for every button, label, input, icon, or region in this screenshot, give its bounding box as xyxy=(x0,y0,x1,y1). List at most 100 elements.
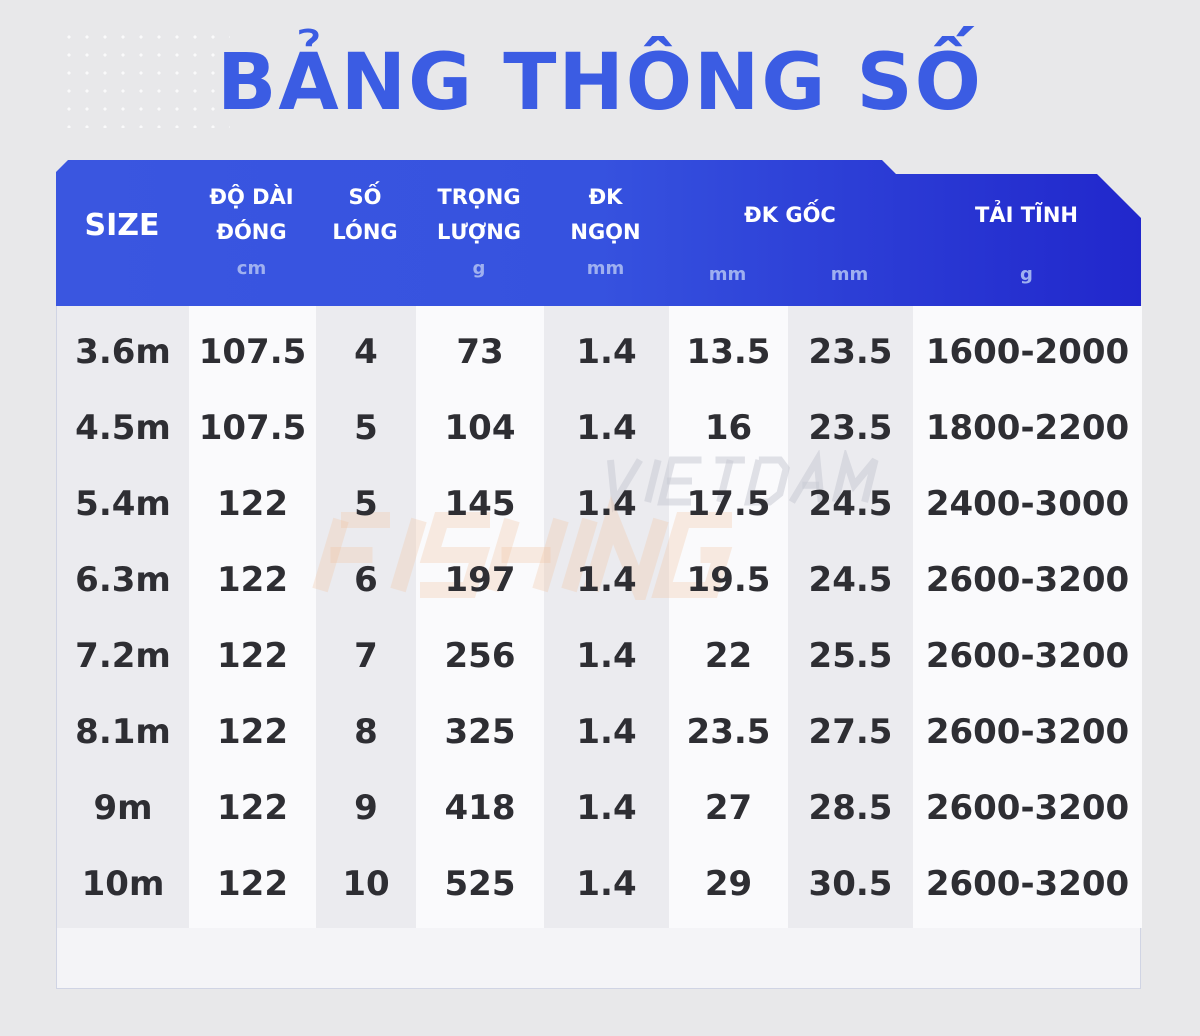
table-cell: 1.4 xyxy=(576,332,637,372)
table-cell: 10m xyxy=(81,864,165,904)
table-cell: 1.4 xyxy=(576,560,637,600)
table-cell: 122 xyxy=(217,864,288,904)
header-unit: g xyxy=(1020,264,1033,285)
table-cell: 25.5 xyxy=(808,636,893,676)
table-cell: 5 xyxy=(354,408,378,448)
table-cell: 17.5 xyxy=(686,484,771,524)
table-cell: 1.4 xyxy=(576,712,637,752)
header-label: ĐK GỐC xyxy=(744,203,836,227)
header-sections: SỐ LÓNG xyxy=(315,160,415,306)
table-cell: 23.5 xyxy=(686,712,771,752)
column-butt-diameter-2: 23.5 23.5 24.5 24.5 25.5 27.5 28.5 30.5 xyxy=(788,306,913,928)
table-cell: 13.5 xyxy=(686,332,771,372)
header-unit: mm xyxy=(830,264,869,285)
table-cell: 27.5 xyxy=(808,712,893,752)
table-cell: 107.5 xyxy=(198,408,307,448)
table-cell: 24.5 xyxy=(808,560,893,600)
header-label: SIZE xyxy=(84,208,160,243)
header-label: NGỌN xyxy=(570,220,641,244)
header-label: TẢI TĨNH xyxy=(975,203,1078,227)
header-label: SỐ xyxy=(348,185,382,209)
table-cell: 7.2m xyxy=(75,636,171,676)
table-cell: 5.4m xyxy=(75,484,171,524)
table-cell: 325 xyxy=(444,712,516,752)
table-body: 3.6m 4.5m 5.4m 6.3m 7.2m 8.1m 9m 10m 107.5 107.5 1… xyxy=(56,306,1142,989)
table-cell: 28.5 xyxy=(808,788,893,828)
header-label: ĐÓNG xyxy=(216,220,287,244)
header-unit: g xyxy=(472,258,486,279)
header-weight: TRỌNG LƯỢNG g xyxy=(415,160,543,306)
header-unit: mm xyxy=(586,258,625,279)
column-size: 3.6m 4.5m 5.4m 6.3m 7.2m 8.1m 9m 10m xyxy=(57,306,189,928)
table-cell: 1.4 xyxy=(576,788,637,828)
table-cell: 8.1m xyxy=(75,712,171,752)
header-unit: mm xyxy=(708,264,747,285)
table-cell: 197 xyxy=(444,560,516,600)
header-label: LÓNG xyxy=(332,220,398,244)
decorative-dot-grid xyxy=(60,28,230,128)
table-cell: 104 xyxy=(444,408,516,448)
header-label: LƯỢNG xyxy=(436,220,522,244)
table-cell: 1.4 xyxy=(576,864,637,904)
table-cell: 145 xyxy=(444,484,516,524)
header-label: ĐK xyxy=(588,185,623,209)
table-cell: 6 xyxy=(354,560,378,600)
header-unit: cm xyxy=(236,258,267,279)
table-cell: 3.6m xyxy=(75,332,171,372)
table-cell: 1.4 xyxy=(576,636,637,676)
table-cell: 2600-3200 xyxy=(925,560,1130,600)
header-butt-diameter: ĐK GỐC mm mm xyxy=(668,160,912,306)
table-cell: 122 xyxy=(217,484,288,524)
table-cell: 9m xyxy=(93,788,153,828)
table-cell: 4.5m xyxy=(75,408,171,448)
table-cell: 24.5 xyxy=(808,484,893,524)
table-cell: 30.5 xyxy=(808,864,893,904)
table-cell: 19.5 xyxy=(686,560,771,600)
table-cell: 1.4 xyxy=(576,408,637,448)
table-cell: 9 xyxy=(354,788,378,828)
table-cell: 2400-3000 xyxy=(925,484,1130,524)
column-sections: 4 5 5 6 7 8 9 10 xyxy=(316,306,416,928)
header-label: ĐỘ DÀI xyxy=(209,185,294,209)
table-cell: 8 xyxy=(354,712,378,752)
table-cell: 22 xyxy=(704,636,753,676)
table-cell: 1.4 xyxy=(576,484,637,524)
table-cell: 1600-2000 xyxy=(925,332,1130,372)
header-size: SIZE xyxy=(56,160,188,306)
column-tip-diameter: 1.4 1.4 1.4 1.4 1.4 1.4 1.4 1.4 xyxy=(544,306,669,928)
table-header: SIZE ĐỘ DÀI ĐÓNG cm SỐ LÓNG TRỌNG LƯỢNG … xyxy=(56,160,1141,306)
table-cell: 107.5 xyxy=(198,332,307,372)
table-cell: 2600-3200 xyxy=(925,788,1130,828)
table-cell: 2600-3200 xyxy=(925,712,1130,752)
table-cell: 256 xyxy=(444,636,516,676)
header-tip-diameter: ĐK NGỌN mm xyxy=(543,160,668,306)
column-weight: 73 104 145 197 256 325 418 525 xyxy=(416,306,544,928)
table-cell: 2600-3200 xyxy=(925,864,1130,904)
column-static-load: 1600-2000 1800-2200 2400-3000 2600-3200 2600… xyxy=(913,306,1142,928)
page-title: BẢNG THÔNG SỐ xyxy=(216,38,983,128)
table-cell: 29 xyxy=(704,864,753,904)
table-cell: 73 xyxy=(456,332,504,372)
table-cell: 27 xyxy=(704,788,753,828)
table-cell: 2600-3200 xyxy=(925,636,1130,676)
header-closed-length: ĐỘ DÀI ĐÓNG cm xyxy=(188,160,315,306)
table-cell: 418 xyxy=(444,788,516,828)
header-label: TRỌNG xyxy=(437,185,521,209)
table-cell: 1800-2200 xyxy=(925,408,1130,448)
table-cell: 10 xyxy=(342,864,390,904)
table-cell: 525 xyxy=(444,864,516,904)
table-cell: 23.5 xyxy=(808,332,893,372)
table-cell: 7 xyxy=(354,636,378,676)
column-butt-diameter-1: 13.5 16 17.5 19.5 22 23.5 27 29 xyxy=(669,306,788,928)
table-cell: 16 xyxy=(704,408,753,448)
table-cell: 4 xyxy=(354,332,378,372)
table-cell: 122 xyxy=(217,560,288,600)
table-cell: 23.5 xyxy=(808,408,893,448)
column-closed-length: 107.5 107.5 122 122 122 122 122 122 xyxy=(189,306,316,928)
table-cell: 122 xyxy=(217,788,288,828)
table-cell: 5 xyxy=(354,484,378,524)
table-cell: 122 xyxy=(217,712,288,752)
table-cell: 122 xyxy=(217,636,288,676)
table-cell: 6.3m xyxy=(75,560,171,600)
header-static-load: TẢI TĨNH g xyxy=(912,160,1141,306)
